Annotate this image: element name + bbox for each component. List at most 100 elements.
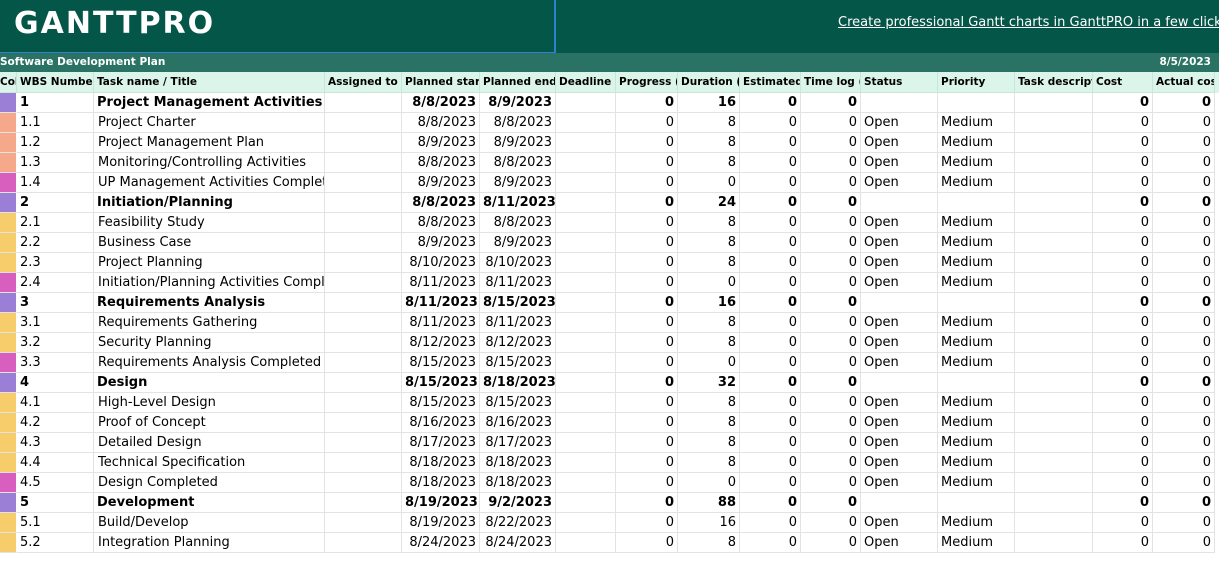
cell-priority[interactable]: Medium — [938, 133, 1015, 153]
cell-deadline[interactable] — [556, 273, 616, 293]
cell-status[interactable]: Open — [861, 273, 938, 293]
cell-cost[interactable]: 0 — [1093, 313, 1153, 333]
cell-priority[interactable] — [938, 93, 1015, 113]
task-row[interactable]: 2.2 Business Case 8/9/2023 8/9/2023 0 8 0 0 Open… — [0, 233, 1219, 253]
cell-planned-end[interactable]: 8/8/2023 — [480, 153, 556, 173]
cell-task-name[interactable]: Initiation/Planning Activities Completed — [94, 273, 325, 293]
cell-priority[interactable]: Medium — [938, 413, 1015, 433]
cell-wbs-number[interactable]: 2.2 — [17, 233, 94, 253]
header-col-actual-cost[interactable]: Actual cost — [1153, 72, 1215, 93]
cell-actual-cost[interactable]: 0 — [1153, 233, 1215, 253]
header-col-planned-end[interactable]: Planned end date — [480, 72, 556, 93]
cell-estimated-hours[interactable]: 0 — [740, 93, 801, 113]
cell-wbs-number[interactable]: 2.4 — [17, 273, 94, 293]
cell-wbs-number[interactable]: 4.3 — [17, 433, 94, 453]
cell-planned-end[interactable]: 8/9/2023 — [480, 233, 556, 253]
cell-task-description[interactable] — [1015, 473, 1093, 493]
cell-deadline[interactable] — [556, 313, 616, 333]
cell-time-log[interactable]: 0 — [801, 413, 861, 433]
header-col-task-description[interactable]: Task description — [1015, 72, 1093, 93]
cell-estimated-hours[interactable]: 0 — [740, 473, 801, 493]
cell-task-description[interactable] — [1015, 413, 1093, 433]
task-row[interactable]: 4 Design 8/15/2023 8/18/2023 0 32 0 0 0 0 — [0, 373, 1219, 393]
cell-wbs-number[interactable]: 4.5 — [17, 473, 94, 493]
cell-cost[interactable]: 0 — [1093, 373, 1153, 393]
row-color-swatch[interactable] — [0, 533, 17, 553]
header-col-status[interactable]: Status — [861, 72, 938, 93]
cell-deadline[interactable] — [556, 133, 616, 153]
cell-cost[interactable]: 0 — [1093, 533, 1153, 553]
cell-time-log[interactable]: 0 — [801, 373, 861, 393]
cell-planned-start[interactable]: 8/8/2023 — [402, 213, 480, 233]
row-color-swatch[interactable] — [0, 253, 17, 273]
cell-priority[interactable] — [938, 493, 1015, 513]
cell-deadline[interactable] — [556, 433, 616, 453]
cell-cost[interactable]: 0 — [1093, 353, 1153, 373]
cell-estimated-hours[interactable]: 0 — [740, 153, 801, 173]
cell-task-name[interactable]: Feasibility Study — [94, 213, 325, 233]
cell-progress[interactable]: 0 — [616, 173, 678, 193]
cell-priority[interactable]: Medium — [938, 473, 1015, 493]
cell-task-description[interactable] — [1015, 493, 1093, 513]
cell-task-description[interactable] — [1015, 433, 1093, 453]
cell-actual-cost[interactable]: 0 — [1153, 93, 1215, 113]
cell-time-log[interactable]: 0 — [801, 453, 861, 473]
cell-planned-end[interactable]: 8/8/2023 — [480, 213, 556, 233]
cell-wbs-number[interactable]: 5 — [17, 493, 94, 513]
cell-duration[interactable]: 8 — [678, 233, 740, 253]
cell-cost[interactable]: 0 — [1093, 233, 1153, 253]
cell-time-log[interactable]: 0 — [801, 473, 861, 493]
cell-planned-end[interactable]: 8/11/2023 — [480, 193, 556, 213]
cell-assigned-to[interactable] — [325, 513, 402, 533]
cell-deadline[interactable] — [556, 333, 616, 353]
cell-duration[interactable]: 8 — [678, 313, 740, 333]
cell-task-name[interactable]: Detailed Design — [94, 433, 325, 453]
cell-status[interactable] — [861, 93, 938, 113]
cell-cost[interactable]: 0 — [1093, 173, 1153, 193]
cell-task-name[interactable]: Requirements Analysis Completed — [94, 353, 325, 373]
cell-planned-start[interactable]: 8/19/2023 — [402, 493, 480, 513]
cell-progress[interactable]: 0 — [616, 233, 678, 253]
cell-time-log[interactable]: 0 — [801, 213, 861, 233]
cell-progress[interactable]: 0 — [616, 533, 678, 553]
task-row[interactable]: 3.3 Requirements Analysis Completed 8/15/2… — [0, 353, 1219, 373]
cell-actual-cost[interactable]: 0 — [1153, 433, 1215, 453]
cell-actual-cost[interactable]: 0 — [1153, 173, 1215, 193]
cell-time-log[interactable]: 0 — [801, 253, 861, 273]
task-row[interactable]: 3.2 Security Planning 8/12/2023 8/12/2023 0 8… — [0, 333, 1219, 353]
cell-assigned-to[interactable] — [325, 453, 402, 473]
cell-actual-cost[interactable]: 0 — [1153, 273, 1215, 293]
cell-estimated-hours[interactable]: 0 — [740, 433, 801, 453]
cell-priority[interactable]: Medium — [938, 173, 1015, 193]
cell-planned-start[interactable]: 8/8/2023 — [402, 93, 480, 113]
row-color-swatch[interactable] — [0, 293, 17, 313]
cell-priority[interactable]: Medium — [938, 313, 1015, 333]
cell-cost[interactable]: 0 — [1093, 453, 1153, 473]
cell-cost[interactable]: 0 — [1093, 413, 1153, 433]
row-color-swatch[interactable] — [0, 333, 17, 353]
header-col-progress[interactable]: Progress (%) — [616, 72, 678, 93]
cell-planned-start[interactable]: 8/10/2023 — [402, 253, 480, 273]
cell-wbs-number[interactable]: 3.3 — [17, 353, 94, 373]
cell-actual-cost[interactable]: 0 — [1153, 113, 1215, 133]
cell-task-name[interactable]: UP Management Activities Completed — [94, 173, 325, 193]
cell-task-description[interactable] — [1015, 313, 1093, 333]
cell-progress[interactable]: 0 — [616, 473, 678, 493]
cell-wbs-number[interactable]: 5.2 — [17, 533, 94, 553]
cell-planned-start[interactable]: 8/18/2023 — [402, 473, 480, 493]
cell-duration[interactable]: 8 — [678, 253, 740, 273]
cell-duration[interactable]: 8 — [678, 393, 740, 413]
cell-planned-start[interactable]: 8/17/2023 — [402, 433, 480, 453]
logo-cell[interactable]: GANTTPRO — [0, 0, 556, 53]
cell-cost[interactable]: 0 — [1093, 433, 1153, 453]
cell-assigned-to[interactable] — [325, 313, 402, 333]
cell-deadline[interactable] — [556, 533, 616, 553]
cell-planned-end[interactable]: 8/24/2023 — [480, 533, 556, 553]
cell-priority[interactable] — [938, 193, 1015, 213]
cell-planned-end[interactable]: 8/11/2023 — [480, 313, 556, 333]
cell-actual-cost[interactable]: 0 — [1153, 393, 1215, 413]
cell-wbs-number[interactable]: 4 — [17, 373, 94, 393]
task-row[interactable]: 4.2 Proof of Concept 8/16/2023 8/16/2023 0 8 0… — [0, 413, 1219, 433]
cell-wbs-number[interactable]: 4.4 — [17, 453, 94, 473]
